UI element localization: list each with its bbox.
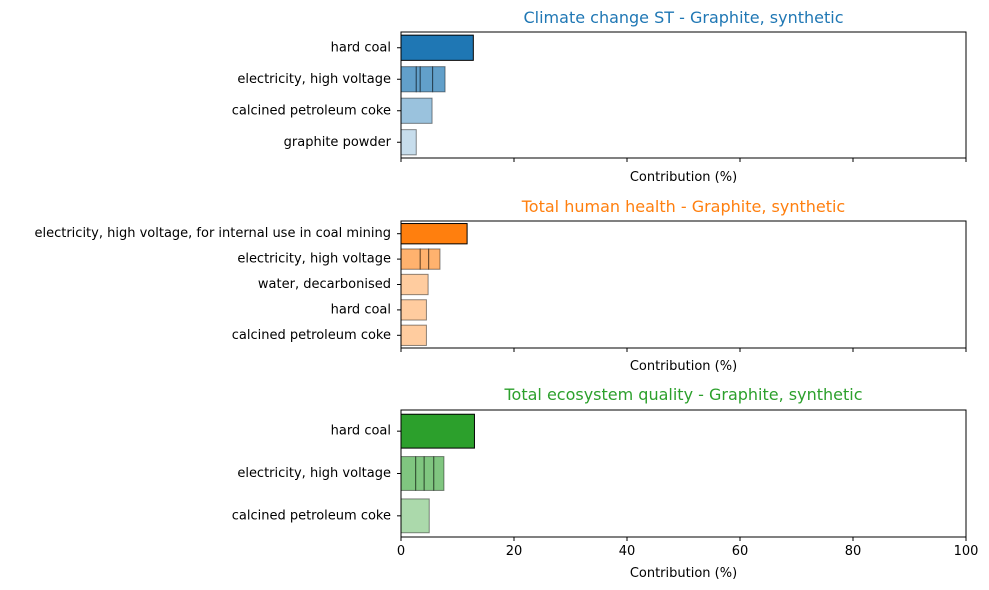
category-label: calcined petroleum coke [232, 328, 391, 343]
category-label: electricity, high voltage [237, 252, 391, 267]
bar-segment [419, 66, 434, 93]
category-label: graphite powder [284, 135, 392, 150]
chart-title: Total ecosystem quality - Graphite, synt… [503, 385, 862, 404]
plot-frame [400, 409, 967, 538]
bar-segment [400, 97, 433, 124]
category-label: hard coal [331, 302, 391, 317]
bar-segment [400, 273, 429, 296]
category-label: water, decarbonised [258, 277, 391, 292]
x-tick-label: 80 [845, 544, 862, 559]
x-axis-label: Contribution (%) [630, 170, 737, 185]
category-label: calcined petroleum coke [232, 103, 391, 118]
bar-segment [400, 456, 417, 491]
chart-title: Climate change ST - Graphite, synthetic [523, 8, 843, 27]
chart-panel-1: hard coal electricity, high voltage calcin… [232, 8, 967, 185]
bar-segment [423, 456, 435, 491]
bar-segment [400, 299, 427, 321]
bar-segment [400, 34, 474, 61]
bar-segment [415, 456, 425, 491]
bar-segment [433, 456, 445, 491]
bar-segment [400, 248, 421, 270]
bar-segment [432, 66, 446, 93]
category-label: calcined petroleum coke [232, 508, 391, 523]
bar-segment [400, 324, 427, 346]
category-label: hard coal [331, 40, 391, 55]
category-label: electricity, high voltage [237, 466, 391, 481]
bar-segment [415, 66, 421, 93]
x-axis-label: Contribution (%) [630, 359, 737, 374]
bar-segment [400, 413, 475, 449]
chart-panel-2: electricity, high voltage, for internal … [34, 197, 967, 374]
bar-segment [400, 66, 417, 93]
bar-segment [419, 248, 430, 270]
chart-panel-3: hard coal electricity, high voltage calcin… [232, 385, 979, 581]
bar-segment [428, 248, 441, 270]
bar-segment [400, 498, 430, 534]
x-axis-label: Contribution (%) [630, 566, 737, 581]
category-label: hard coal [331, 424, 391, 439]
bar-segment [400, 129, 417, 156]
chart-title: Total human health - Graphite, synthetic [521, 197, 845, 216]
x-tick-label: 40 [619, 544, 636, 559]
category-label: electricity, high voltage, for internal … [34, 226, 391, 241]
x-tick-label: 60 [732, 544, 749, 559]
bar-segment [400, 223, 468, 245]
x-tick-label: 20 [506, 544, 523, 559]
x-tick-label: 100 [954, 544, 979, 559]
category-label: electricity, high voltage [237, 72, 391, 87]
x-tick-label: 0 [397, 544, 405, 559]
plot-frame [400, 31, 967, 159]
plot-frame [400, 220, 967, 349]
